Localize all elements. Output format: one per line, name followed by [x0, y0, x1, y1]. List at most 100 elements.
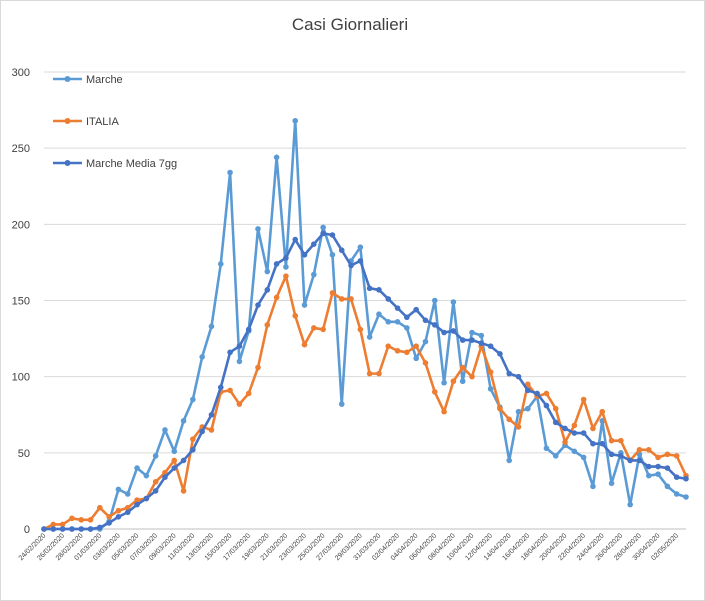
data-point — [385, 296, 392, 302]
data-point — [608, 437, 615, 444]
data-point — [190, 436, 196, 442]
data-point — [525, 405, 531, 412]
data-point — [422, 338, 429, 345]
data-point — [255, 302, 261, 308]
data-point — [283, 255, 289, 261]
data-point — [301, 302, 308, 308]
data-point — [227, 349, 233, 356]
data-point — [394, 347, 401, 354]
y-tick-label: 0 — [24, 524, 30, 536]
data-point — [292, 236, 299, 243]
data-point — [599, 440, 606, 447]
data-point — [469, 373, 475, 380]
data-point — [487, 369, 494, 375]
data-point — [50, 521, 57, 528]
data-point — [590, 425, 596, 432]
data-point — [552, 405, 559, 412]
data-point — [459, 337, 466, 343]
data-point — [217, 384, 224, 391]
data-point — [562, 425, 568, 432]
data-point — [106, 514, 112, 520]
series-line — [42, 232, 688, 531]
data-point — [534, 390, 540, 397]
data-point — [627, 457, 633, 464]
data-point — [227, 387, 233, 394]
data-point — [264, 287, 271, 293]
data-point — [487, 343, 494, 350]
legend-item[interactable]: ITALIA — [53, 116, 119, 128]
data-point — [645, 446, 652, 453]
data-point — [78, 517, 85, 523]
data-point — [450, 378, 457, 385]
data-point — [87, 517, 94, 523]
data-point — [329, 232, 336, 238]
data-point — [320, 326, 326, 333]
data-point — [525, 381, 531, 388]
data-point — [431, 389, 438, 395]
data-point — [124, 491, 131, 497]
data-point — [171, 465, 178, 471]
data-point — [180, 457, 187, 464]
data-point — [283, 273, 289, 279]
data-point — [162, 427, 168, 433]
legend-item[interactable]: Marche — [53, 74, 123, 86]
legend-item[interactable]: Marche Media 7gg — [53, 158, 177, 170]
data-point — [497, 405, 503, 412]
data-point — [664, 483, 671, 490]
data-point — [78, 526, 85, 532]
data-point — [413, 306, 419, 313]
y-axis: 0 50 100 150 200 250 300 — [12, 67, 30, 536]
data-point — [664, 451, 671, 458]
data-point — [106, 520, 112, 526]
data-point — [292, 312, 299, 319]
data-point — [292, 117, 299, 124]
legend-label: ITALIA — [86, 116, 119, 128]
data-point — [459, 378, 466, 385]
data-point — [413, 355, 419, 362]
data-point — [422, 360, 429, 366]
data-point — [59, 521, 66, 528]
data-point — [357, 258, 364, 264]
y-tick-label: 200 — [12, 219, 30, 231]
data-point — [413, 343, 419, 350]
data-point — [245, 390, 252, 397]
data-point — [664, 465, 671, 471]
data-point — [301, 252, 308, 258]
data-point — [283, 264, 289, 270]
data-point — [311, 241, 317, 247]
data-point — [673, 474, 680, 481]
data-point — [683, 494, 689, 500]
data-point — [552, 419, 559, 426]
legend[interactable]: Marche ITALIA Marche Media 7gg — [53, 74, 177, 170]
data-point — [608, 451, 615, 458]
data-point — [655, 463, 661, 470]
data-point — [515, 424, 522, 430]
data-point — [273, 294, 280, 301]
data-point — [152, 478, 159, 485]
data-point — [580, 430, 587, 436]
series-marche-media-7gg — [41, 230, 689, 532]
data-point — [338, 401, 345, 407]
data-point — [236, 401, 243, 407]
data-point — [599, 408, 606, 415]
data-point — [394, 305, 401, 311]
data-point — [338, 296, 345, 302]
data-point — [208, 427, 215, 433]
data-point — [618, 453, 624, 459]
data-point — [97, 524, 103, 531]
data-point — [618, 437, 624, 444]
data-point — [115, 507, 122, 514]
data-point — [171, 448, 178, 455]
data-point — [115, 514, 122, 520]
data-point — [394, 319, 401, 325]
data-point — [264, 322, 271, 328]
legend-swatch-marker — [64, 76, 71, 82]
data-point — [459, 364, 466, 371]
data-point — [515, 373, 522, 380]
data-point — [245, 326, 252, 333]
data-point — [208, 323, 215, 330]
data-point — [515, 408, 522, 415]
y-tick-label: 150 — [12, 296, 30, 308]
data-point — [217, 261, 224, 267]
